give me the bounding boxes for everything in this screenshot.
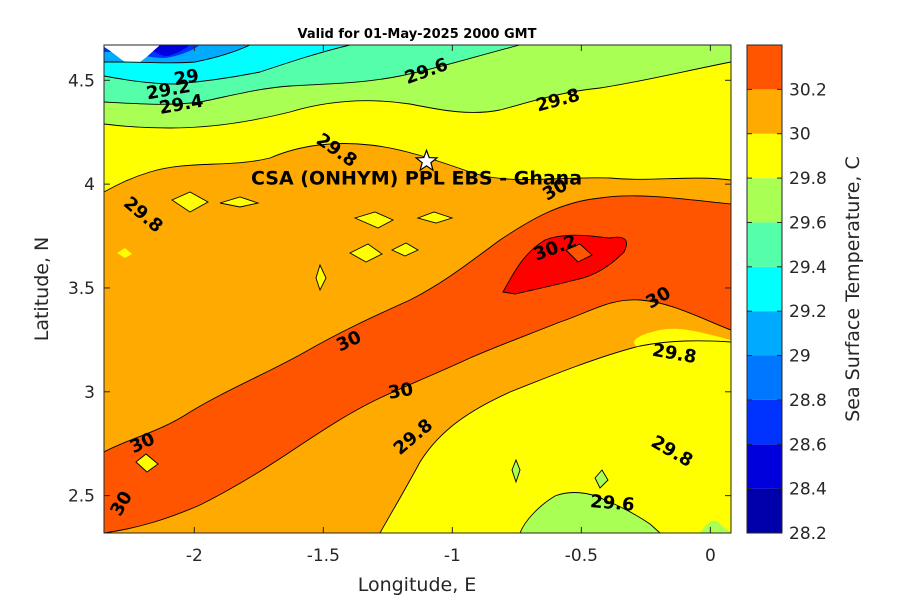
contour-line-island-1 [171, 191, 209, 213]
contour-line-island-10 [135, 453, 159, 473]
contour-line-island-5 [349, 243, 383, 263]
y-tick-label: 2.5 [68, 487, 95, 507]
island-7 [117, 248, 132, 258]
band-29-8-south [380, 340, 731, 533]
contour-line-29-8-north [104, 143, 731, 193]
colorbar-segment [747, 488, 782, 533]
colorbar-segment [747, 266, 782, 312]
contour-line-island-2 [219, 196, 260, 208]
colorbar-label: Sea Surface Temperature, C [842, 156, 864, 422]
contour-line-30-0-south [104, 299, 731, 533]
band-29-8-southeast [633, 328, 731, 356]
colorbar-frame [746, 44, 783, 534]
colorbar-segment [747, 399, 782, 445]
plot-frame [103, 44, 732, 534]
x-tick-label: -1 [444, 546, 461, 566]
colorbar-segment [747, 45, 782, 90]
contour-line-29-north [104, 45, 251, 64]
y-axis-ticks: 2.5 3 3.5 4 4.5 [68, 71, 731, 507]
contour-line-island-4 [416, 211, 454, 224]
contour-line-29-6-north [104, 61, 731, 129]
contour-line-30-2 [502, 234, 627, 295]
colorbar-segment [747, 311, 782, 356]
colorbar-tick-label: 28.6 [789, 435, 827, 455]
contour-line-island-12 [511, 458, 521, 484]
colorbar-tick-label: 29.6 [789, 213, 827, 233]
y-tick-label: 3.5 [68, 279, 95, 299]
band-29-6-south [520, 492, 660, 533]
y-tick-label: 4 [84, 175, 95, 195]
site-marker-group: CSA (ONHYM) PPL EBS - Ghana [251, 148, 582, 189]
colorbar-tick-label: 28.8 [789, 391, 827, 411]
contour-label: 29.6 [589, 491, 635, 516]
colorbar-segment [747, 355, 782, 400]
contour-label: 29 [172, 65, 200, 90]
contour-line-29-8-south [379, 340, 731, 533]
colorbar: 28.2 28.4 28.6 28.8 29 29.2 29.4 29.6 29.8 30 30.2 [746, 44, 827, 544]
contour-line-29-6-south [519, 492, 661, 533]
colorbar-tick-label: 30.2 [789, 80, 827, 100]
x-axis-ticks: -2 -1.5 -1 -0.5 0 [186, 45, 716, 566]
colorbar-segment [747, 178, 782, 223]
x-axis-label: Longitude, E [358, 574, 477, 596]
contour-label: 30 [386, 379, 414, 404]
colorbar-tick-label: 29.2 [789, 302, 827, 322]
x-tick-label: -0.5 [565, 546, 598, 566]
contour-line-island-6 [390, 242, 419, 257]
colorbar-tick-label: 29.4 [789, 258, 827, 278]
colorbar-tick-label: 28.2 [789, 524, 827, 544]
contour-line-island-3 [353, 211, 395, 229]
contour-line-29-2-north [104, 45, 351, 85]
island-9 [566, 244, 592, 262]
y-tick-label: 3 [84, 383, 95, 403]
colorbar-tick-label: 29.8 [789, 169, 827, 189]
band-30-2-hot [503, 235, 627, 294]
x-tick-label: 0 [705, 546, 716, 566]
contour-lines [104, 45, 731, 533]
band-29-6-corner [700, 520, 731, 533]
colorbar-segment [747, 89, 782, 134]
colorbar-segment [747, 444, 782, 489]
band-white-corner [104, 45, 160, 62]
colorbar-segment [747, 222, 782, 267]
x-tick-label: -2 [186, 546, 203, 566]
contour-line-island-8 [315, 263, 327, 292]
y-tick-label: 4.5 [68, 71, 95, 91]
colorbar-segment [747, 133, 782, 179]
site-star-icon [414, 148, 439, 172]
chart-title: Valid for 01-May-2025 2000 GMT [298, 27, 537, 42]
y-axis-label: Latitude, N [31, 237, 53, 342]
site-label: CSA (ONHYM) PPL EBS - Ghana [251, 167, 582, 189]
colorbar-tick-label: 29 [789, 347, 811, 367]
contour-line-30-0-center [104, 195, 731, 453]
contour-line-island-11 [594, 469, 609, 489]
contour-line-29-4-north [104, 45, 521, 105]
x-tick-label: -1.5 [307, 546, 340, 566]
contour-line-island-9 [565, 243, 593, 263]
colorbar-tick-label: 28.4 [789, 480, 827, 500]
colorbar-tick-label: 30 [789, 125, 811, 145]
